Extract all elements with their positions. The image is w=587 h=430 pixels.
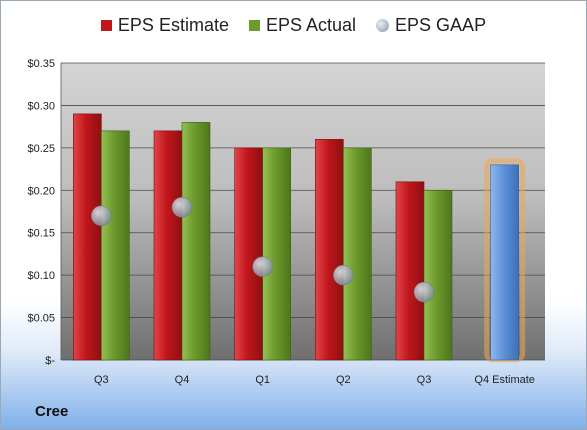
- point-eps-gaap: [413, 281, 435, 303]
- bar-eps-actual: [343, 147, 372, 361]
- y-tick-label: $0.30: [27, 100, 55, 112]
- x-tick-label: Q4: [175, 374, 190, 386]
- chart-legend: EPS Estimate EPS Actual EPS GAAP: [1, 15, 586, 36]
- legend-item-eps-estimate: EPS Estimate: [100, 15, 229, 36]
- x-tick-label: Q4 Estimate: [474, 374, 535, 386]
- x-tick-label: Q3: [417, 374, 432, 386]
- legend-label-actual: EPS Actual: [265, 15, 357, 35]
- point-eps-gaap: [333, 264, 354, 286]
- legend-swatch-gaap: [376, 19, 390, 32]
- y-tick-label: $0.20: [27, 185, 55, 197]
- legend-item-eps-actual: EPS Actual: [248, 15, 357, 36]
- legend-swatch-estimate: [100, 20, 112, 31]
- x-tick-label: Q2: [336, 374, 351, 386]
- point-eps-gaap: [171, 197, 193, 218]
- company-name: Cree: [35, 403, 69, 420]
- y-tick-label: $-: [45, 355, 55, 367]
- y-tick-label: $0.25: [27, 143, 55, 155]
- legend-swatch-actual: [248, 20, 260, 31]
- x-tick-label: Q1: [255, 374, 270, 386]
- legend-item-eps-gaap: EPS GAAP: [376, 15, 486, 36]
- bar-eps-estimate: [73, 113, 102, 361]
- bar-eps-estimate: [153, 130, 183, 361]
- bar-eps-estimate: [315, 139, 344, 361]
- bar-eps-actual: [181, 122, 211, 361]
- bar-q4-estimate: [490, 164, 519, 361]
- x-tick-label: Q3: [94, 374, 109, 386]
- y-tick-label: $0.35: [27, 58, 55, 70]
- bar-eps-estimate: [395, 181, 425, 361]
- bar-eps-actual: [262, 147, 291, 361]
- plot-area: [61, 63, 545, 360]
- bar-eps-actual: [101, 130, 130, 361]
- y-tick-label: $0.10: [27, 270, 55, 282]
- y-tick-label: $0.05: [27, 313, 55, 325]
- bar-eps-estimate: [234, 147, 263, 361]
- legend-label-estimate: EPS Estimate: [117, 15, 229, 35]
- y-tick-label: $0.15: [27, 228, 55, 240]
- legend-label-gaap: EPS GAAP: [395, 15, 487, 35]
- point-eps-gaap: [252, 256, 273, 277]
- point-eps-gaap: [91, 205, 112, 226]
- bar-eps-actual: [423, 189, 453, 361]
